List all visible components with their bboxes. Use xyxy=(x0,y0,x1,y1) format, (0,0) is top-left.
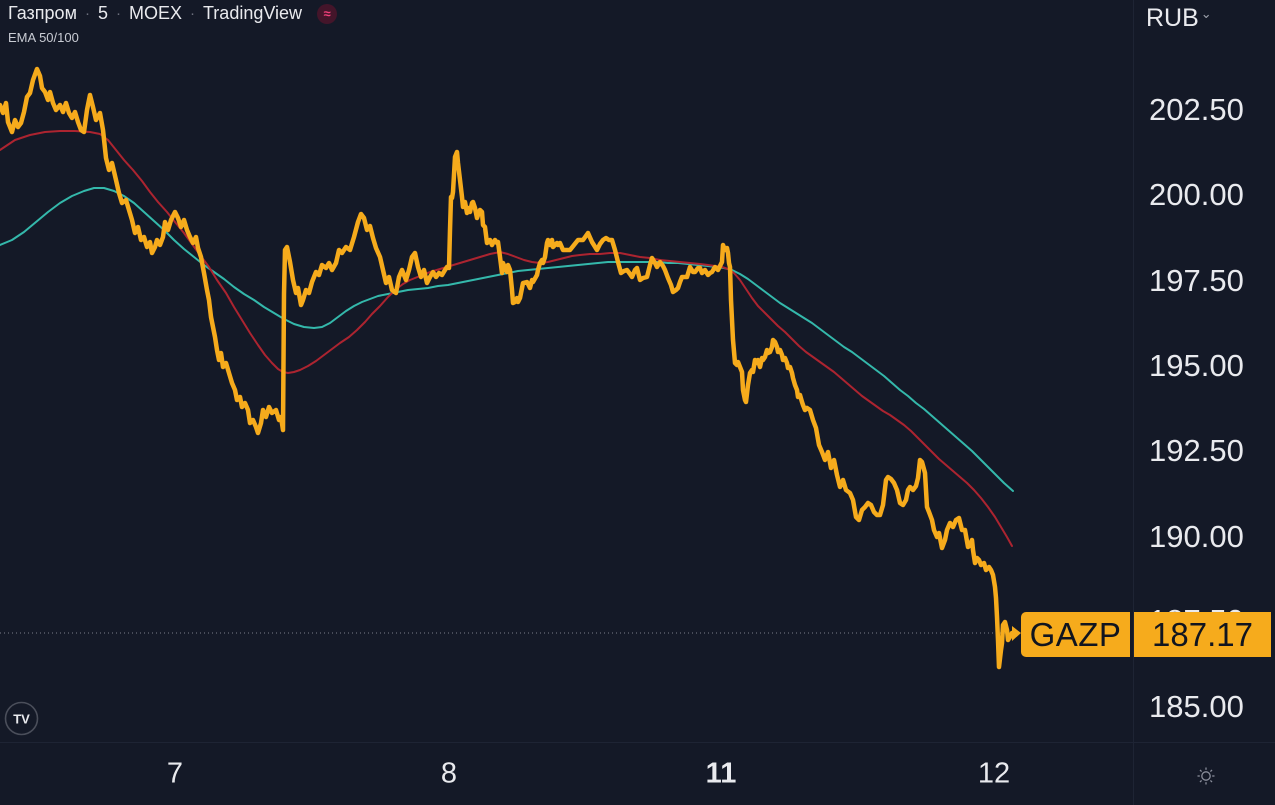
settings-gear-button[interactable] xyxy=(1196,766,1216,786)
interval-label[interactable]: 5 xyxy=(97,3,108,23)
currency-selector[interactable]: RUB ⌄ xyxy=(1146,4,1212,33)
last-price-value: 187.17 xyxy=(1134,612,1271,657)
tv-monogram: TV xyxy=(13,712,30,727)
series-ema-100[interactable] xyxy=(0,187,1014,492)
last-price-label: GAZP 187.17 xyxy=(1021,612,1271,657)
price-tick: 192.50 xyxy=(1149,433,1244,468)
currency-label: RUB xyxy=(1146,4,1199,32)
delayed-data-badge[interactable]: ≈ xyxy=(317,3,338,24)
price-tick: 202.50 xyxy=(1149,92,1244,127)
price-tick: 200.00 xyxy=(1149,177,1244,212)
gear-icon xyxy=(1197,767,1215,785)
series-gazp-price[interactable] xyxy=(0,66,1015,670)
time-label: 11 xyxy=(705,757,737,790)
separator-dot: · xyxy=(189,5,195,22)
price-axis-separator xyxy=(1133,0,1134,805)
series-ema-50[interactable] xyxy=(0,130,1013,547)
time-label: 12 xyxy=(977,757,1011,790)
price-tick: 197.50 xyxy=(1149,263,1244,298)
attribution-link[interactable]: TradingView xyxy=(202,3,303,23)
chevron-down-icon: ⌄ xyxy=(1200,6,1212,21)
symbol-header: Газпром · 5 · MOEX · TradingView ≈ EMA 5… xyxy=(8,3,338,45)
time-label: 7 xyxy=(166,757,184,790)
price-tick: 190.00 xyxy=(1149,519,1244,554)
time-axis[interactable]: 7 8 11 12 xyxy=(0,743,1133,805)
separator-dot: · xyxy=(115,5,121,22)
price-tick: 185.00 xyxy=(1149,689,1244,724)
separator-dot: · xyxy=(84,5,90,22)
last-price-symbol: GAZP xyxy=(1021,612,1130,657)
time-axis-separator xyxy=(0,742,1275,743)
exchange-label[interactable]: MOEX xyxy=(128,3,182,23)
indicator-legend[interactable]: EMA 50/100 xyxy=(8,30,79,45)
last-price-marker xyxy=(1012,626,1021,641)
time-label: 8 xyxy=(440,757,458,790)
tradingview-logo[interactable]: TV xyxy=(4,701,39,736)
approx-icon: ≈ xyxy=(323,6,331,21)
symbol-title[interactable]: Газпром xyxy=(8,3,77,23)
price-tick: 195.00 xyxy=(1149,348,1244,383)
